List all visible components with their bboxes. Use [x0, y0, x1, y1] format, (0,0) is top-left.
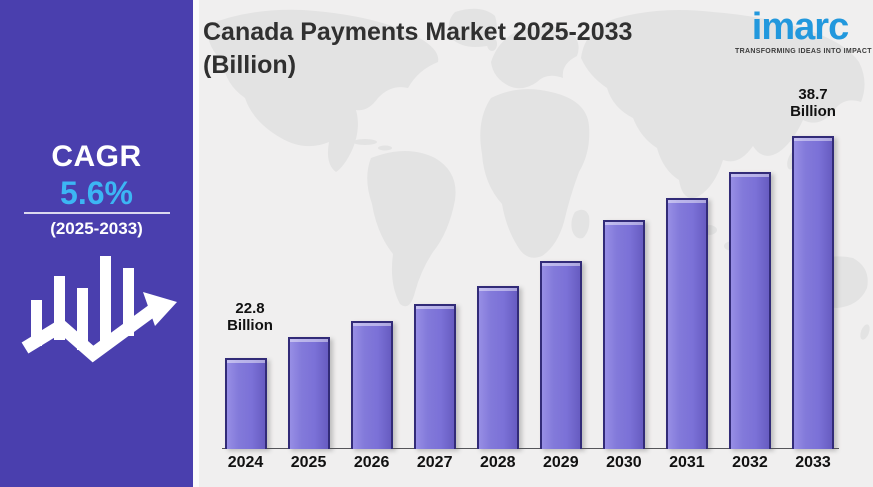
divider [24, 212, 170, 214]
cagr-label: CAGR [51, 140, 142, 173]
bar-2025 [287, 337, 330, 449]
x-tick-2033: 2033 [795, 454, 831, 471]
bar-2032 [728, 172, 771, 449]
bar-2030 [602, 220, 645, 449]
bar-2033 [792, 136, 835, 449]
imarc-logo-tagline: TRANSFORMING IDEAS INTO IMPACT [735, 48, 872, 55]
data-label-2033-value: 38.7 [798, 86, 828, 103]
x-tick-2028: 2028 [479, 454, 516, 471]
x-axis-line [222, 448, 839, 449]
data-label-2024: 22.8 Billion [217, 300, 283, 335]
bar-2026 [350, 321, 393, 449]
data-label-2024-unit: Billion [227, 317, 273, 335]
cagr-value: 5.6% [60, 175, 133, 211]
x-tick-2025: 2025 [290, 454, 327, 471]
x-tick-2027: 2027 [416, 454, 453, 471]
sidebar-gap [193, 0, 199, 487]
chart-title: Canada Payments Market 2025-2033 (Billio… [203, 16, 673, 82]
chart-title-line2: (Billion) [203, 51, 297, 79]
x-tick-2032: 2032 [732, 454, 768, 471]
chart-title-line1: Canada Payments Market 2025-2033 [203, 18, 633, 46]
x-tick-2029: 2029 [543, 454, 579, 471]
bar-2028 [476, 286, 519, 449]
x-tick-2024: 2024 [227, 454, 264, 471]
imarc-logo: imarc TRANSFORMING IDEAS INTO IMPACT [735, 6, 872, 55]
bar-2027 [413, 304, 456, 449]
bar-2029 [539, 261, 582, 449]
cagr-sidebar: CAGR 5.6% (2025-2033) [0, 0, 193, 487]
bar-2024 [224, 358, 267, 449]
x-tick-2030: 2030 [606, 454, 642, 471]
cagr-period: (2025-2033) [50, 219, 143, 238]
x-tick-2031: 2031 [669, 454, 705, 471]
x-tick-2026: 2026 [353, 454, 390, 471]
data-label-2024-value: 22.8 [235, 300, 265, 317]
data-label-2033-unit: Billion [790, 103, 836, 121]
data-label-2033: 38.7 Billion [780, 86, 846, 121]
bar-chart-trend-arrow-icon [21, 256, 177, 363]
bar-2031 [665, 198, 708, 449]
imarc-logo-text: imarc [751, 6, 849, 48]
